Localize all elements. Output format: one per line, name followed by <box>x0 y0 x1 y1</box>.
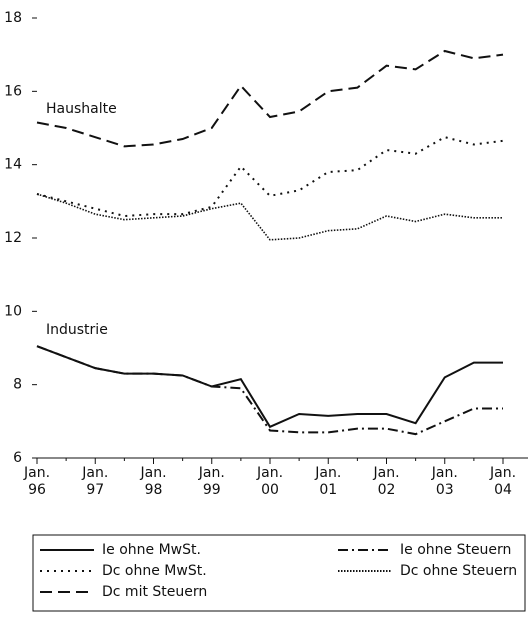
y-tick-label: 6 <box>13 450 22 466</box>
y-tick-label: 14 <box>4 157 22 173</box>
x-tick-label: Jan. 97 <box>81 465 108 498</box>
line-series <box>36 345 503 429</box>
legend-label: Dc ohne Steuern <box>400 563 517 579</box>
y-tick-label: 16 <box>4 83 22 99</box>
legend-label: Ie ohne Steuern <box>400 542 511 558</box>
x-tick-label: Jan. 96 <box>23 465 50 498</box>
line-series <box>36 345 503 436</box>
x-tick-label: Jan. 01 <box>314 465 341 498</box>
legend-label: Ie ohne MwSt. <box>102 542 201 558</box>
x-tick-label: Jan. 04 <box>489 465 516 498</box>
x-tick-label: Jan. 99 <box>198 465 225 498</box>
legend-label: Dc mit Steuern <box>102 584 207 600</box>
x-tick-label: Jan. 02 <box>372 465 399 498</box>
x-tick-label: Jan. 00 <box>256 465 283 498</box>
legend-label: Dc ohne MwSt. <box>102 563 207 579</box>
annotation: Industrie <box>46 322 108 338</box>
line-series <box>36 136 504 218</box>
annotation: Haushalte <box>46 101 117 117</box>
line-series <box>36 193 503 241</box>
x-tick-label: Jan. 98 <box>139 465 166 498</box>
legend-box <box>32 534 526 612</box>
y-tick-label: 12 <box>4 230 22 246</box>
y-tick-label: 10 <box>4 303 22 319</box>
y-tick-label: 18 <box>4 10 22 26</box>
line-series <box>36 49 504 148</box>
x-tick-label: Jan. 03 <box>431 465 458 498</box>
y-tick-label: 8 <box>13 377 22 393</box>
